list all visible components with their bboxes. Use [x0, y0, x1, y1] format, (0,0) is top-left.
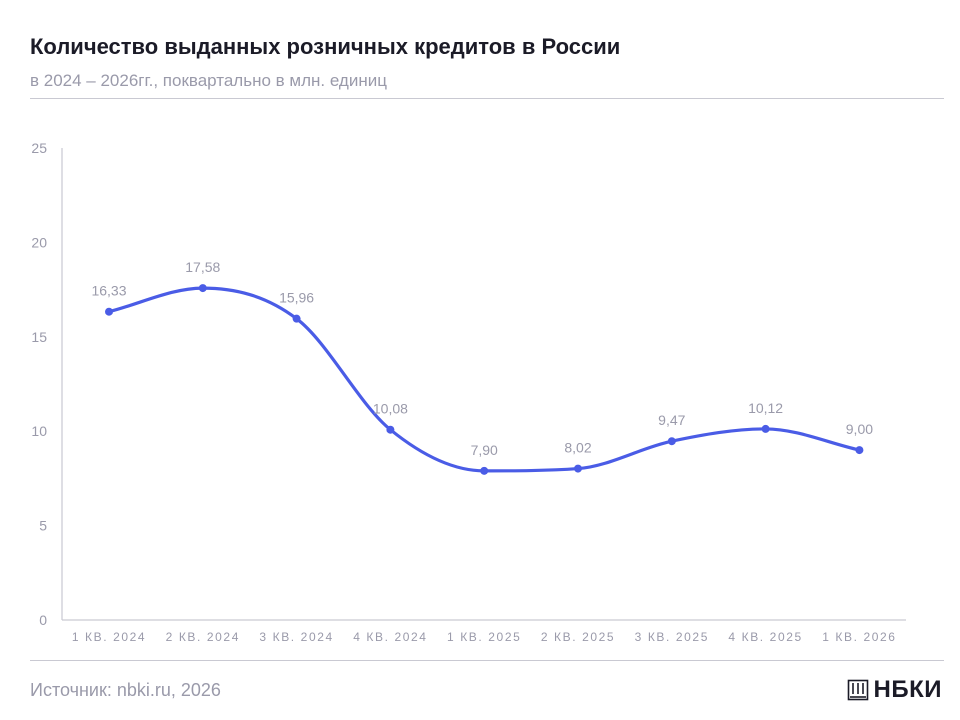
data-label: 10,12	[748, 400, 783, 416]
x-tick-label: 2 КВ. 2024	[166, 630, 240, 644]
y-tick-label: 25	[31, 140, 47, 156]
data-label: 9,47	[658, 412, 685, 428]
data-point	[480, 466, 489, 475]
data-point	[574, 464, 582, 473]
data-label: 15,96	[279, 290, 314, 306]
y-tick-label: 0	[39, 612, 47, 628]
data-point	[105, 307, 113, 316]
data-point	[198, 284, 207, 293]
x-tick-label: 1 КВ. 2024	[72, 630, 146, 644]
footer-divider	[30, 660, 944, 661]
data-point	[855, 446, 864, 455]
logo-text: НБКИ	[873, 676, 942, 703]
data-label: 16,33	[91, 283, 126, 299]
data-label: 10,08	[373, 401, 408, 417]
y-tick-label: 15	[31, 329, 47, 345]
y-tick-label: 10	[31, 423, 47, 439]
data-point	[667, 437, 676, 446]
nbki-logo: НБКИ	[847, 676, 942, 704]
y-tick-label: 20	[31, 234, 47, 250]
y-tick-label: 5	[39, 518, 47, 534]
data-point	[292, 314, 301, 323]
data-label: 8,02	[564, 440, 591, 456]
x-tick-label: 1 КВ. 2026	[822, 630, 896, 644]
x-tick-label: 4 КВ. 2024	[353, 630, 427, 644]
data-point	[761, 424, 770, 433]
data-label: 17,58	[185, 259, 220, 275]
data-label: 9,00	[846, 421, 873, 437]
x-tick-label: 2 КВ. 2025	[541, 630, 615, 644]
chart-subtitle: в 2024 – 2026гг., поквартально в млн. ед…	[30, 71, 387, 90]
line-chart: 0 5 10 15 20 25 1 КВ. 2024 2 КВ. 2024 3 КВ. 2024…	[31, 140, 906, 644]
building-icon	[847, 679, 868, 701]
x-tick-label: 4 КВ. 2025	[728, 630, 802, 644]
source-note: Источник: nbki.ru, 2026	[30, 680, 221, 700]
series-line	[107, 286, 861, 473]
data-point	[386, 425, 395, 434]
x-tick-label: 3 КВ. 2025	[635, 630, 709, 644]
chart-title: Количество выданных розничных кредитов в…	[30, 34, 621, 59]
x-tick-label: 3 КВ. 2024	[259, 630, 333, 644]
header-divider	[30, 98, 944, 99]
data-label: 7,90	[471, 442, 498, 458]
x-tick-label: 1 КВ. 2025	[447, 630, 521, 644]
